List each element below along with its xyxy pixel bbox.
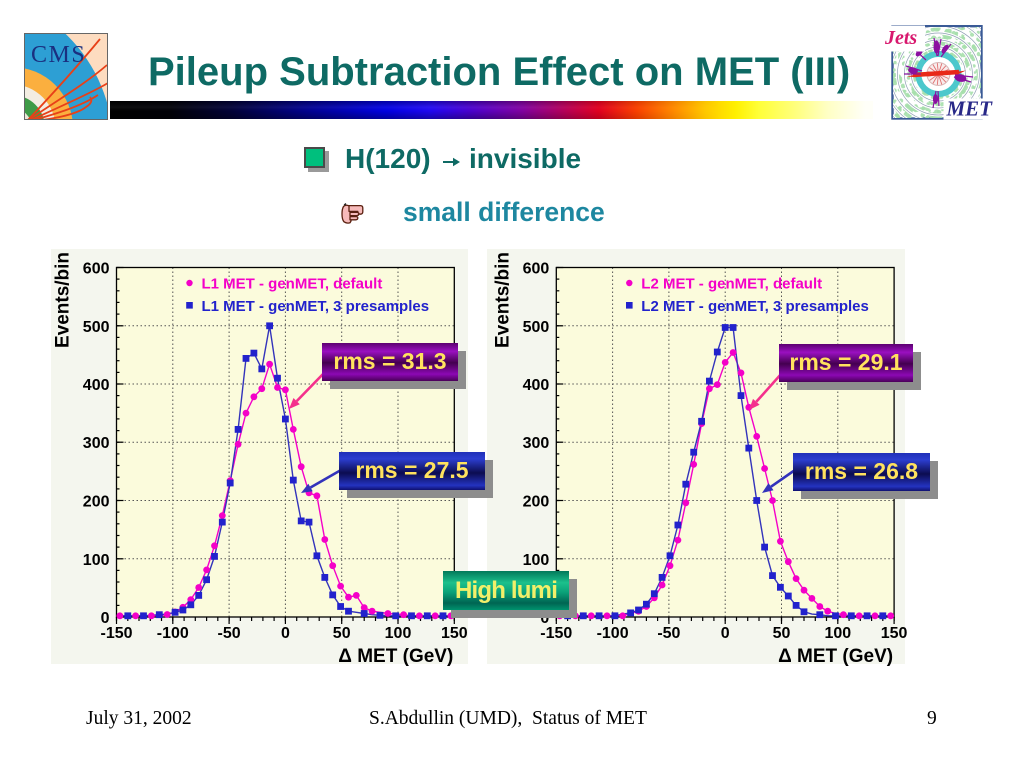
svg-text:600: 600: [83, 261, 110, 278]
svg-text:-100: -100: [597, 625, 629, 642]
svg-text:0: 0: [101, 610, 110, 627]
svg-text:50: 50: [773, 625, 791, 642]
svg-text:100: 100: [385, 625, 412, 642]
svg-text:L2 MET - genMET, 3 presamples: L2 MET - genMET, 3 presamples: [641, 298, 869, 315]
svg-text:200: 200: [83, 494, 110, 511]
svg-text:500: 500: [523, 319, 550, 336]
svg-text:200: 200: [523, 494, 550, 511]
svg-text:-100: -100: [157, 625, 189, 642]
svg-text:300: 300: [523, 435, 550, 452]
svg-text:Δ MET (GeV): Δ MET (GeV): [778, 646, 893, 667]
svg-text:500: 500: [83, 319, 110, 336]
svg-text:Events/bin: Events/bin: [53, 252, 74, 348]
svg-text:MET: MET: [946, 97, 994, 121]
svg-text:100: 100: [83, 552, 110, 569]
svg-text:L2 MET - genMET, default: L2 MET - genMET, default: [641, 276, 822, 293]
svg-text:50: 50: [333, 625, 351, 642]
svg-text:-150: -150: [100, 625, 132, 642]
svg-text:0: 0: [540, 610, 549, 627]
svg-text:150: 150: [441, 625, 468, 642]
svg-text:Δ MET (GeV): Δ MET (GeV): [338, 646, 453, 667]
svg-text:L1 MET - genMET, default: L1 MET - genMET, default: [202, 276, 383, 293]
svg-text:-50: -50: [657, 625, 680, 642]
svg-text:-50: -50: [218, 625, 241, 642]
svg-text:300: 300: [83, 435, 110, 452]
svg-text:Jets: Jets: [884, 27, 917, 49]
svg-text:400: 400: [83, 377, 110, 394]
svg-text:Events/bin: Events/bin: [492, 252, 513, 348]
svg-text:L1 MET - genMET, 3 presamples: L1 MET - genMET, 3 presamples: [202, 298, 430, 315]
svg-text:400: 400: [523, 377, 550, 394]
svg-text:600: 600: [523, 261, 550, 278]
svg-text:-150: -150: [540, 625, 572, 642]
svg-text:100: 100: [523, 552, 550, 569]
svg-text:100: 100: [824, 625, 851, 642]
svg-text:150: 150: [881, 625, 908, 642]
svg-text:0: 0: [721, 625, 730, 642]
svg-text:CMS: CMS: [31, 42, 86, 68]
svg-text:0: 0: [281, 625, 290, 642]
